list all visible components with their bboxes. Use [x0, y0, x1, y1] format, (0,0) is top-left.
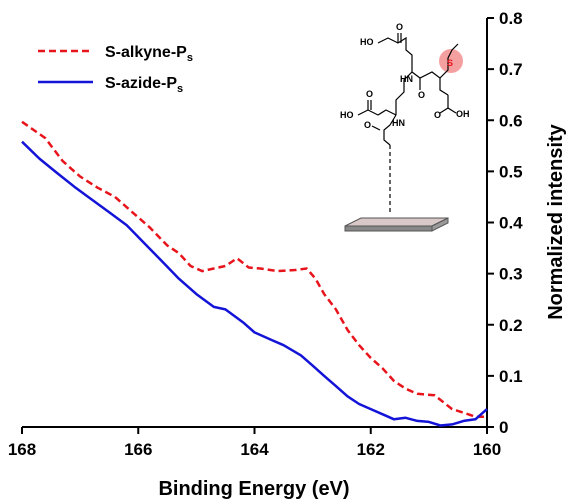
x-tick-label: 166	[124, 440, 152, 459]
x-axis-title: Binding Energy (eV)	[158, 478, 349, 500]
label-hn-2: HN	[392, 118, 405, 128]
top-side-chain-bond	[377, 36, 413, 72]
backbone-bond-2	[395, 71, 413, 115]
cys-acid-bond	[447, 95, 457, 114]
y-tick-label: 0.6	[499, 111, 523, 130]
label-o-mid: O	[366, 89, 373, 99]
label-o-2: O	[364, 120, 371, 130]
series-line-azide	[21, 140, 488, 427]
series-line-alkyne	[21, 120, 487, 419]
sulfur-highlight	[439, 49, 463, 73]
y-tick-label: 0.4	[499, 214, 523, 233]
substrate-side	[431, 217, 449, 232]
series-layer	[21, 120, 488, 427]
y-tick-label: 0.8	[499, 9, 523, 28]
cys-acid-carbonyl	[439, 107, 449, 114]
y-tick-label: 0.7	[499, 60, 523, 79]
label-hn-1: HN	[400, 74, 413, 84]
x-axis-ticks: 168 166 164 162 160	[8, 427, 501, 459]
lower-carbonyl	[371, 125, 381, 131]
y-axis-ticks: 0 0.1 0.2 0.3 0.4 0.5 0.6 0.7 0.8	[487, 9, 523, 437]
label-ho-mid: HO	[340, 110, 354, 120]
mid-side-chain-bond	[357, 109, 397, 116]
label-oh-right: OH	[456, 109, 470, 119]
y-tick-label: 0.5	[499, 162, 523, 181]
y-tick-label: 0.1	[499, 367, 523, 386]
substrate-edge	[344, 225, 433, 232]
x-tick-label: 168	[8, 440, 36, 459]
x-tick-label: 160	[473, 440, 501, 459]
legend-label-azide: S-azide-Ps	[105, 75, 183, 95]
lower-amide-bond	[383, 114, 397, 146]
label-o-top: O	[396, 22, 403, 32]
label-sulfur: S	[447, 58, 453, 68]
molecule-bonds	[357, 33, 459, 214]
molecule-inset: HO O HO O HN O HN O OH O S	[340, 22, 470, 232]
label-o-right: O	[434, 110, 441, 120]
y-tick-label: 0	[499, 418, 508, 437]
substrate-surface	[344, 217, 449, 227]
legend-item-azide: S-azide-Ps	[38, 75, 183, 95]
x-tick-label: 164	[240, 440, 269, 459]
legend: S-alkyne-Ps S-azide-Ps	[38, 44, 193, 95]
backbone-bond-1	[411, 71, 449, 96]
label-ho-top: HO	[360, 37, 374, 47]
cysteine-side-chain	[439, 43, 459, 79]
legend-item-alkyne: S-alkyne-Ps	[38, 44, 193, 64]
label-o-1: O	[418, 90, 425, 100]
x-tick-label: 162	[357, 440, 385, 459]
y-tick-label: 0.3	[499, 265, 523, 284]
y-axis-title: Normalized intensity	[545, 123, 567, 319]
legend-label-alkyne: S-alkyne-Ps	[105, 44, 193, 64]
y-tick-label: 0.2	[499, 316, 523, 335]
